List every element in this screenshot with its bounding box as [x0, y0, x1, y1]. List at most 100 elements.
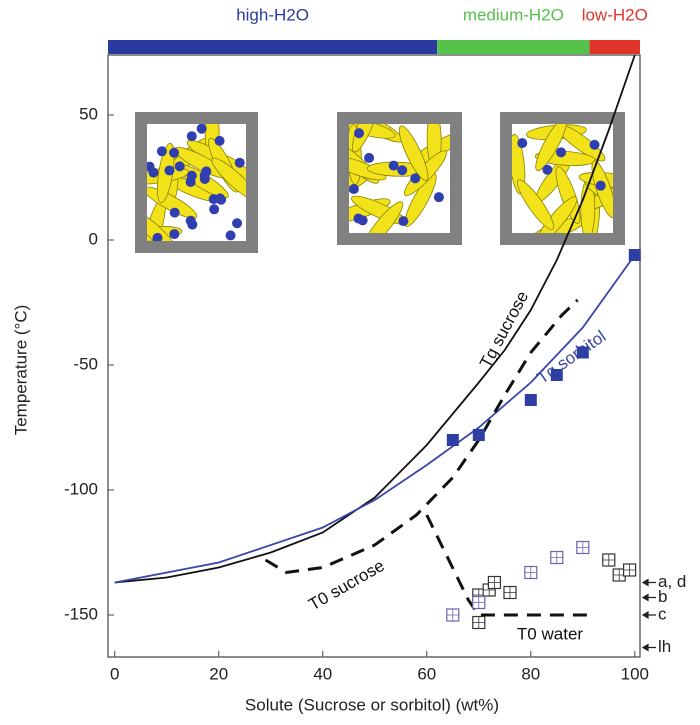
- molecule: [363, 201, 404, 233]
- point-cross: [602, 554, 615, 566]
- molecule: [535, 124, 568, 172]
- data-point: [550, 369, 563, 381]
- molecule: [404, 173, 437, 227]
- y-tick-label: -150: [64, 604, 98, 623]
- water: [214, 135, 225, 146]
- water: [349, 184, 359, 195]
- reference-arrow: [641, 593, 656, 602]
- curve-label: Tg sucrose: [476, 288, 532, 371]
- curve-label: Tg sorbitol: [533, 327, 609, 388]
- point-cross: [576, 541, 589, 554]
- reference-label: c: [658, 604, 667, 623]
- series-line: [114, 254, 636, 584]
- reference-arrow: [641, 578, 656, 587]
- water: [232, 218, 243, 229]
- water: [556, 147, 567, 158]
- water: [152, 232, 163, 241]
- water: [542, 164, 553, 175]
- molecule: [512, 133, 526, 195]
- molecule: [536, 196, 578, 233]
- y-tick-label: -50: [73, 354, 98, 373]
- water: [186, 131, 197, 142]
- water: [595, 180, 606, 191]
- y-tick-label: 0: [89, 229, 98, 248]
- reference-label: b: [658, 587, 667, 606]
- x-tick-label: 80: [521, 664, 540, 683]
- x-axis-label: Solute (Sucrose or sorbitol) (wt%): [245, 695, 499, 714]
- point-cross: [550, 551, 563, 564]
- water: [147, 161, 155, 172]
- point-cross: [524, 566, 537, 579]
- inset-content: [349, 124, 450, 233]
- series-line: [114, 54, 636, 584]
- point-cross: [446, 609, 459, 621]
- region-label: low-H2O: [582, 5, 648, 24]
- water: [169, 229, 180, 240]
- water: [398, 216, 409, 227]
- region-bar: [437, 40, 590, 54]
- data-point: [472, 429, 485, 441]
- water: [186, 170, 197, 181]
- point-cross: [472, 616, 485, 629]
- water: [357, 215, 368, 226]
- water: [215, 193, 226, 204]
- molecule: [555, 166, 581, 224]
- reference-arrow: [641, 610, 656, 620]
- x-tick-label: 40: [313, 664, 332, 683]
- point-cross: [623, 564, 636, 576]
- region-bar: [108, 40, 438, 54]
- molecule: [211, 157, 246, 201]
- water: [156, 146, 167, 157]
- molecule: [398, 125, 429, 181]
- water: [199, 174, 210, 185]
- reference-label: a, d: [658, 572, 686, 591]
- curve-label: T0 water: [517, 624, 583, 643]
- water: [364, 152, 375, 163]
- point-cross: [503, 586, 516, 599]
- water: [433, 192, 444, 203]
- water: [234, 157, 245, 168]
- data-point: [576, 346, 589, 359]
- series-line: [264, 298, 579, 575]
- reference-arrow: [641, 643, 656, 652]
- region-label: high-H2O: [236, 5, 309, 24]
- water: [397, 165, 408, 176]
- curve-label: T0 sucrose: [305, 556, 387, 615]
- data-point: [628, 249, 641, 261]
- water: [187, 219, 198, 230]
- water: [169, 207, 180, 218]
- data-point: [524, 394, 537, 406]
- water: [164, 165, 175, 176]
- x-tick-label: 0: [110, 664, 119, 683]
- water: [517, 138, 528, 149]
- region-bar: [589, 40, 640, 54]
- y-tick-label: 50: [79, 104, 98, 123]
- x-tick-label: 60: [417, 664, 436, 683]
- plot-frame: [107, 54, 641, 658]
- y-axis-label: Temperature (°C): [11, 305, 30, 436]
- point-cross: [488, 576, 501, 589]
- molecule: [147, 210, 178, 241]
- region-label: medium-H2O: [463, 5, 564, 24]
- molecule: [147, 186, 198, 219]
- water: [354, 128, 365, 139]
- water: [388, 160, 399, 171]
- y-tick-label: -100: [64, 479, 98, 498]
- illustrations: [135, 112, 625, 253]
- x-tick-label: 20: [209, 664, 228, 683]
- data-point: [446, 434, 459, 446]
- water: [174, 161, 185, 172]
- water: [169, 147, 180, 158]
- water: [589, 139, 600, 150]
- series-line: [425, 514, 588, 617]
- molecule: [516, 179, 555, 230]
- point-cross: [472, 596, 485, 609]
- molecule: [349, 155, 387, 181]
- water: [209, 204, 220, 215]
- inset-content: [147, 124, 246, 241]
- reference-label: lh: [658, 637, 671, 656]
- water: [196, 124, 207, 134]
- water: [410, 173, 421, 184]
